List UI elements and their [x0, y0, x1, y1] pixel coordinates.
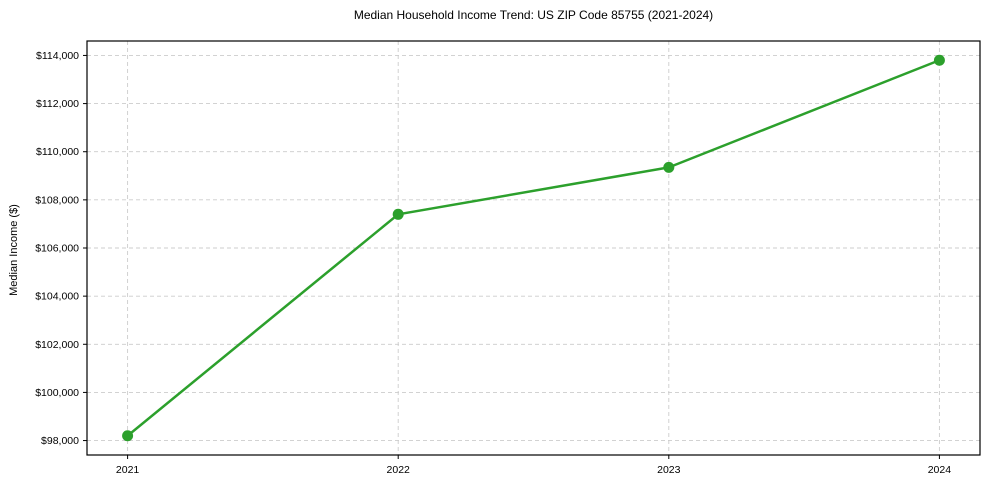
y-tick-label: $112,000 [36, 98, 79, 110]
plot-frame [86, 40, 981, 456]
x-tick-label: 2023 [657, 464, 681, 476]
data-point-2024 [933, 54, 945, 66]
data-point-2023 [663, 161, 675, 173]
chart-title: Median Household Income Trend: US ZIP Co… [353, 8, 714, 22]
y-tick-label: $106,000 [35, 243, 79, 255]
x-tick-label: 2021 [116, 464, 140, 476]
y-tick-label: $114,000 [36, 50, 79, 62]
y-tick-label: $104,000 [35, 291, 79, 303]
y-tick-label: $102,000 [35, 339, 79, 351]
y-tick-label: $100,000 [35, 387, 79, 399]
data-point-2021 [122, 430, 134, 442]
y-tick-label: $98,000 [41, 435, 79, 447]
series-line [126, 59, 941, 437]
data-point-2022 [392, 208, 404, 220]
y-tick-label: $110,000 [36, 146, 79, 158]
x-tick-label: 2022 [387, 464, 411, 476]
y-tick-label: $108,000 [35, 194, 79, 206]
x-tick-label: 2024 [928, 464, 952, 476]
